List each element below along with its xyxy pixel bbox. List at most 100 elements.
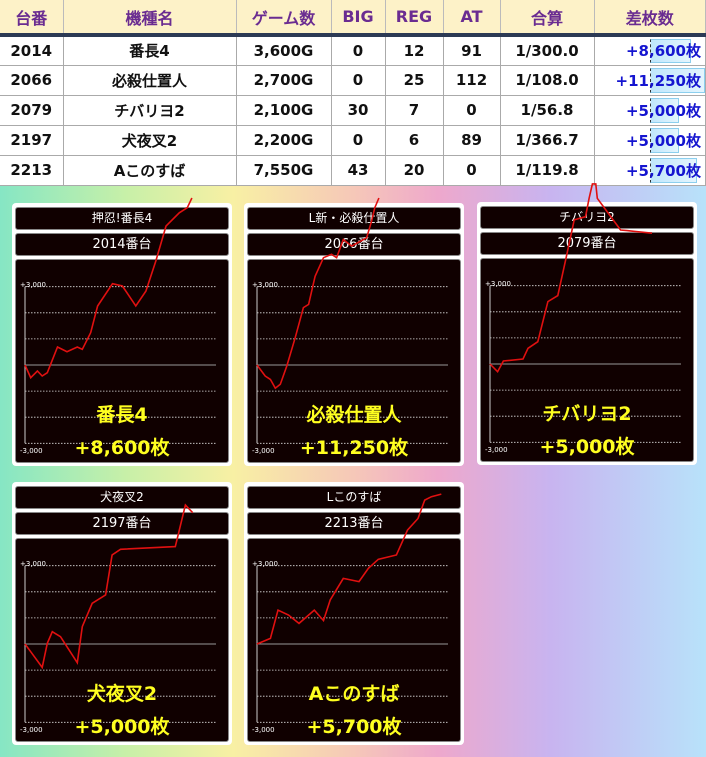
- cell-unit: 2066: [0, 65, 64, 96]
- y-tick-bottom: -3,000: [20, 447, 43, 455]
- card-diff: +5,700枚: [306, 716, 402, 738]
- graph-panel: [15, 259, 229, 463]
- cell-machine: 必殺仕置人: [63, 65, 237, 96]
- col-unit[interactable]: 台番: [0, 0, 64, 37]
- diff-value: +8,600枚: [625, 42, 701, 61]
- unit-number-bar: 2197番台: [15, 512, 229, 535]
- table-row[interactable]: 2014 番長4 3,600G 0 12 91 1/300.0 +8,600枚: [0, 35, 706, 66]
- cell-at: 0: [443, 95, 501, 126]
- table-header-row: 台番 機種名 ゲーム数 BIG REG AT 合算 差枚数: [0, 0, 706, 37]
- graph-panel: [247, 259, 461, 463]
- cell-diff: +8,600枚: [594, 35, 706, 66]
- slump-graph: [256, 493, 448, 723]
- col-games[interactable]: ゲーム数: [236, 0, 332, 37]
- table-row[interactable]: 2066 必殺仕置人 2,700G 0 25 112 1/108.0 +11,250枚: [0, 65, 706, 96]
- cell-combined: 1/108.0: [500, 65, 595, 96]
- table-row[interactable]: 2197 犬夜叉2 2,200G 0 6 89 1/366.7 +5,000枚: [0, 125, 706, 156]
- highlight-box: [649, 67, 705, 93]
- y-tick-top: +3,000: [20, 560, 46, 568]
- cell-games: 3,600G: [236, 35, 332, 66]
- cell-reg: 7: [385, 95, 444, 126]
- card-label: 番長4: [96, 404, 148, 426]
- machine-name-bar: Lこのすば: [247, 486, 461, 509]
- cell-machine: チバリヨ2: [63, 95, 237, 126]
- cell-big: 0: [331, 65, 386, 96]
- highlight-box: [649, 157, 697, 183]
- y-tick-bottom: -3,000: [485, 446, 508, 454]
- cell-unit: 2197: [0, 125, 64, 156]
- machine-card[interactable]: Lこのすば 2213番台 +3,000 -3,000 Aこのすば +5,700枚: [244, 482, 464, 745]
- cell-machine: Aこのすば: [63, 155, 237, 186]
- cell-combined: 1/300.0: [500, 35, 595, 66]
- diff-value: +5,700枚: [625, 161, 701, 180]
- card-label: Aこのすば: [308, 683, 400, 705]
- graph-panel: [247, 538, 461, 742]
- machine-card[interactable]: 犬夜叉2 2197番台 +3,000 -3,000 犬夜叉2 +5,000枚: [12, 482, 232, 745]
- machine-name-bar: 押忍!番長4: [15, 207, 229, 230]
- cell-at: 91: [443, 35, 501, 66]
- graph-line: [256, 493, 442, 645]
- cell-unit: 2213: [0, 155, 64, 186]
- graph-panel: [15, 538, 229, 742]
- machine-name-bar: L新・必殺仕置人: [247, 207, 461, 230]
- card-diff: +8,600枚: [74, 437, 170, 459]
- cell-games: 2,100G: [236, 95, 332, 126]
- card-diff: +5,000枚: [74, 716, 170, 738]
- col-diff[interactable]: 差枚数: [594, 0, 706, 37]
- unit-number-bar: 2066番台: [247, 233, 461, 256]
- cell-big: 30: [331, 95, 386, 126]
- machine-card[interactable]: 押忍!番長4 2014番台 +3,000 -3,000 番長4 +8,600枚: [12, 197, 232, 466]
- cell-reg: 6: [385, 125, 444, 156]
- y-tick-top: +3,000: [252, 560, 278, 568]
- col-reg[interactable]: REG: [385, 0, 444, 37]
- cell-reg: 12: [385, 35, 444, 66]
- cell-at: 89: [443, 125, 501, 156]
- slump-graph: [256, 197, 448, 444]
- cell-unit: 2079: [0, 95, 64, 126]
- slump-graph: [24, 197, 216, 444]
- cell-diff: +5,000枚: [594, 125, 706, 156]
- machine-name-bar: 犬夜叉2: [15, 486, 229, 509]
- col-machine[interactable]: 機種名: [63, 0, 237, 37]
- card-label: 犬夜叉2: [86, 683, 158, 705]
- cell-big: 0: [331, 125, 386, 156]
- y-tick-bottom: -3,000: [252, 447, 275, 455]
- table-row[interactable]: 2079 チバリヨ2 2,100G 30 7 0 1/56.8 +5,000枚: [0, 95, 706, 126]
- cell-games: 7,550G: [236, 155, 332, 186]
- cell-games: 2,700G: [236, 65, 332, 96]
- table-row[interactable]: 2213 Aこのすば 7,550G 43 20 0 1/119.8 +5,700枚: [0, 155, 706, 186]
- cell-combined: 1/56.8: [500, 95, 595, 126]
- highlight-box: [649, 97, 679, 123]
- diff-value: +5,000枚: [625, 101, 701, 120]
- cell-games: 2,200G: [236, 125, 332, 156]
- card-diff: +5,000枚: [539, 436, 635, 458]
- col-at[interactable]: AT: [443, 0, 501, 37]
- slump-graph: [24, 503, 216, 723]
- y-tick-top: +3,000: [20, 281, 46, 289]
- highlight-box: [649, 39, 691, 63]
- cell-diff: +5,000枚: [594, 95, 706, 126]
- graph-line: [489, 183, 653, 374]
- y-tick-bottom: -3,000: [252, 726, 275, 734]
- slump-graph: [489, 183, 681, 443]
- cell-machine: 番長4: [63, 35, 237, 66]
- diff-value: +11,250枚: [615, 71, 701, 90]
- machine-card[interactable]: チバリヨ2 2079番台 +3,000 -3,000 チバリヨ2 +5,000枚: [477, 183, 697, 465]
- cell-big: 0: [331, 35, 386, 66]
- card-label: 必殺仕置人: [306, 404, 402, 426]
- y-tick-bottom: -3,000: [20, 726, 43, 734]
- unit-number-bar: 2079番台: [480, 232, 694, 255]
- cell-machine: 犬夜叉2: [63, 125, 237, 156]
- cell-reg: 25: [385, 65, 444, 96]
- col-combined[interactable]: 合算: [500, 0, 595, 37]
- cell-combined: 1/366.7: [500, 125, 595, 156]
- graph-line: [256, 197, 380, 390]
- graph-line: [24, 197, 193, 380]
- y-tick-top: +3,000: [485, 280, 511, 288]
- cell-combined: 1/119.8: [500, 155, 595, 186]
- diff-value: +5,000枚: [625, 131, 701, 150]
- col-big[interactable]: BIG: [331, 0, 386, 37]
- results-table: 台番 機種名 ゲーム数 BIG REG AT 合算 差枚数 2014 番長4 3,6…: [0, 0, 706, 186]
- cell-diff: +11,250枚: [594, 65, 706, 96]
- machine-card[interactable]: L新・必殺仕置人 2066番台 +3,000 -3,000 必殺仕置人 +11,…: [244, 197, 464, 466]
